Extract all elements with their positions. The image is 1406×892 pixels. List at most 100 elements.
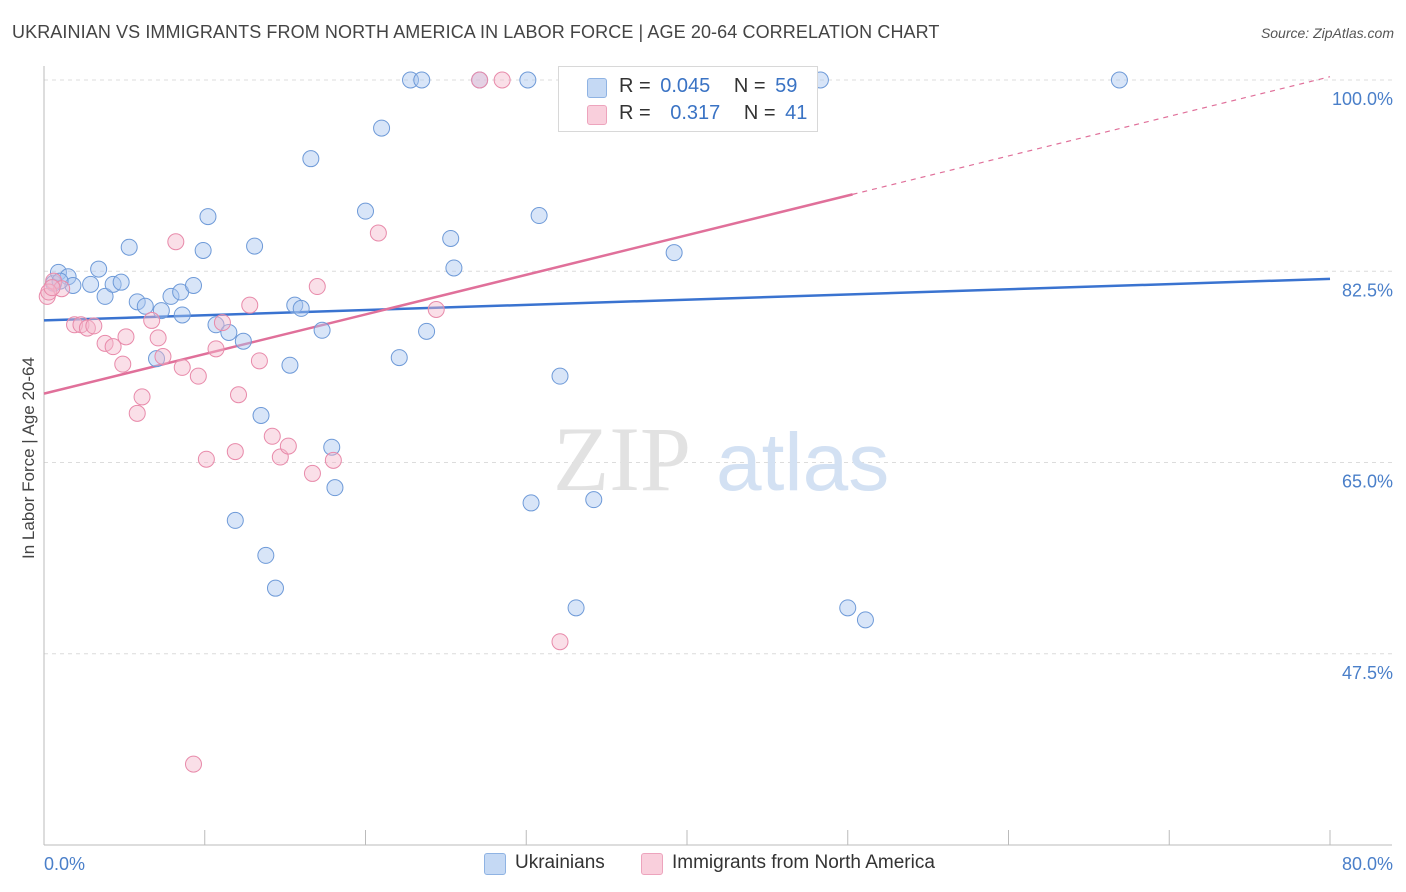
ukrainian-point (357, 202, 374, 220)
y-tick-label: 47.5% (1342, 663, 1393, 683)
immigrant-point (184, 755, 202, 773)
immigrant-point (154, 347, 172, 365)
y-tick-label: 100.0% (1332, 89, 1393, 109)
ukrainian-point (442, 229, 460, 247)
immigrant-point (324, 451, 342, 469)
n-label: N = (743, 102, 776, 124)
y-tick-label: 65.0% (1342, 472, 1393, 492)
immigrant-point (303, 464, 321, 482)
x-tick-label: 80.0% (1342, 854, 1393, 874)
ukrainian-point (551, 367, 569, 385)
immigrant-point (241, 296, 259, 314)
immigrant-point (471, 71, 489, 89)
immigrant-point (104, 338, 122, 356)
ukrainian-point (184, 276, 202, 294)
immigrant-point (369, 224, 387, 242)
immigrant-point (167, 233, 185, 251)
r-label: R = (619, 75, 651, 97)
immigrant-point (279, 437, 297, 455)
ukrainian-point (226, 511, 244, 529)
ukrainian-point (665, 244, 683, 262)
immigrant-point (250, 352, 268, 370)
ukrainian-point (136, 297, 154, 315)
immigrant-point (66, 316, 84, 334)
immigrant-point (143, 311, 161, 329)
ukrainian-point (530, 207, 548, 225)
immigrant-point (149, 329, 167, 347)
immigrant-point (189, 367, 207, 385)
ukrainian-point (567, 599, 585, 617)
immigrant-point (197, 450, 215, 468)
r-value-ukrainians: 0.045 (660, 75, 711, 97)
ukrainian-point (120, 238, 138, 256)
data-points (38, 71, 1128, 773)
ukrainian-point (585, 491, 603, 509)
watermark-atlas: atlas (716, 417, 889, 508)
ukrainian-point (246, 237, 264, 255)
legend-swatch-ukrainians (484, 853, 506, 875)
ukrainian-point (162, 287, 180, 305)
immigrant-point (85, 317, 103, 335)
ukrainian-point (220, 323, 238, 341)
legend-stats-ukrainians: R = 0.045 N = 59 (619, 75, 797, 98)
ukrainian-point (90, 260, 108, 278)
ukrainian-point (418, 322, 436, 340)
immigrant-point (133, 388, 151, 406)
axes (43, 66, 1392, 846)
n-value-immigrants: 41 (785, 102, 808, 124)
ukrainian-point (856, 611, 874, 629)
ukrainian-point (445, 259, 463, 277)
source-label: Source: ZipAtlas.com (1260, 25, 1394, 41)
immigrant-point (226, 443, 244, 461)
ukrainian-point (390, 349, 408, 367)
immigrant-trend-extension (852, 76, 1331, 195)
immigrant-point (213, 314, 231, 332)
ukrainian-point (373, 119, 391, 137)
y-axis-label: In Labor Force | Age 20-64 (19, 357, 38, 559)
ukrainian-point (323, 438, 341, 456)
ukrainian-point (313, 321, 331, 339)
ukrainian-point (64, 276, 82, 294)
legend-swatch-immigrants (641, 853, 663, 875)
legend-stats-immigrants: R = 0.317 N = 41 (619, 102, 807, 125)
ukrainian-point (194, 241, 212, 259)
legend-label-immigrants: Immigrants from North America (672, 852, 935, 873)
immigrant-point (114, 355, 132, 373)
tick-labels: 100.0% 82.5% 65.0% 47.5% 0.0% 80.0% (44, 89, 1393, 874)
ukrainian-point (112, 273, 130, 291)
ukrainian-point (1110, 71, 1128, 89)
n-label: N = (733, 75, 766, 97)
legend-swatch-ukrainians (587, 78, 607, 98)
ukrainian-point (292, 299, 310, 317)
ukrainian-point (413, 71, 431, 89)
ukrainian-point (49, 263, 67, 281)
ukrainian-point (128, 293, 146, 311)
ukrainian-point (326, 479, 344, 497)
correlation-legend: R = 0.045 N = 59 R = 0.317 N = 41 (558, 66, 818, 132)
gridlines (44, 79, 1392, 655)
y-tick-label: 82.5% (1342, 280, 1393, 300)
immigrant-point (427, 301, 445, 318)
ukrainian-point (839, 599, 857, 617)
x-tick-label: 0.0% (44, 854, 85, 874)
immigrant-point (230, 386, 248, 404)
immigrant-point (551, 633, 569, 651)
series-legend: Ukrainians Immigrants from North America (0, 852, 1406, 878)
immigrant-point (207, 340, 225, 358)
ukrainian-point (302, 150, 320, 168)
immigrant-point (263, 427, 281, 445)
immigrant-point (493, 71, 511, 89)
r-value-immigrants: 0.317 (670, 102, 721, 124)
ukrainian-point (252, 407, 270, 425)
ukrainian-point (281, 356, 299, 374)
ukrainian-point (82, 275, 100, 293)
ukrainian-point (257, 546, 275, 564)
ukrainian-point (522, 494, 540, 512)
immigrant-point (128, 404, 146, 422)
ukrainian-point (266, 579, 284, 597)
ukrainian-point (96, 287, 114, 305)
chart-title: UKRAINIAN VS IMMIGRANTS FROM NORTH AMERI… (12, 22, 940, 42)
ukrainian-point (234, 332, 252, 350)
legend-label-ukrainians: Ukrainians (515, 852, 605, 873)
